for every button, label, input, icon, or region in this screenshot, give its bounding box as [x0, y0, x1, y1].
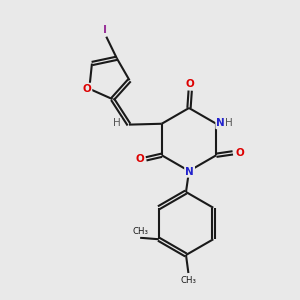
Text: O: O	[186, 79, 195, 89]
Text: I: I	[103, 25, 107, 35]
Text: CH₃: CH₃	[132, 227, 148, 236]
Text: H: H	[112, 118, 120, 128]
Text: H: H	[225, 118, 233, 128]
Text: O: O	[82, 84, 91, 94]
Text: CH₃: CH₃	[180, 276, 196, 285]
Text: O: O	[236, 148, 244, 158]
Text: O: O	[135, 154, 144, 164]
Text: N: N	[185, 167, 194, 177]
Text: N: N	[216, 118, 225, 128]
